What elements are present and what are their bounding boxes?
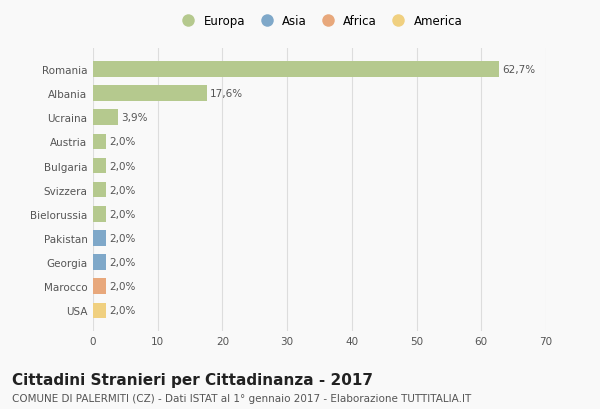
Text: 2,0%: 2,0% (109, 137, 136, 147)
Text: 2,0%: 2,0% (109, 185, 136, 195)
Text: 2,0%: 2,0% (109, 306, 136, 316)
Text: 2,0%: 2,0% (109, 209, 136, 219)
Bar (93, 279, 106, 294)
Bar (93, 62, 499, 78)
Bar (93, 255, 106, 270)
Text: 17,6%: 17,6% (210, 89, 243, 99)
Legend: Europa, Asia, Africa, America: Europa, Asia, Africa, America (176, 16, 463, 29)
Text: 62,7%: 62,7% (502, 65, 535, 75)
Bar (93, 207, 106, 222)
Bar (93, 158, 106, 174)
Text: 2,0%: 2,0% (109, 258, 136, 267)
Text: 2,0%: 2,0% (109, 161, 136, 171)
Bar (93, 134, 106, 150)
Text: 2,0%: 2,0% (109, 234, 136, 243)
Text: COMUNE DI PALERMITI (CZ) - Dati ISTAT al 1° gennaio 2017 - Elaborazione TUTTITAL: COMUNE DI PALERMITI (CZ) - Dati ISTAT al… (12, 393, 471, 403)
Bar (93, 110, 118, 126)
Bar (93, 303, 106, 319)
Bar (93, 182, 106, 198)
Text: Cittadini Stranieri per Cittadinanza - 2017: Cittadini Stranieri per Cittadinanza - 2… (12, 372, 373, 387)
Text: 2,0%: 2,0% (109, 281, 136, 292)
Bar (93, 231, 106, 246)
Bar (93, 86, 207, 102)
Text: 3,9%: 3,9% (121, 113, 148, 123)
